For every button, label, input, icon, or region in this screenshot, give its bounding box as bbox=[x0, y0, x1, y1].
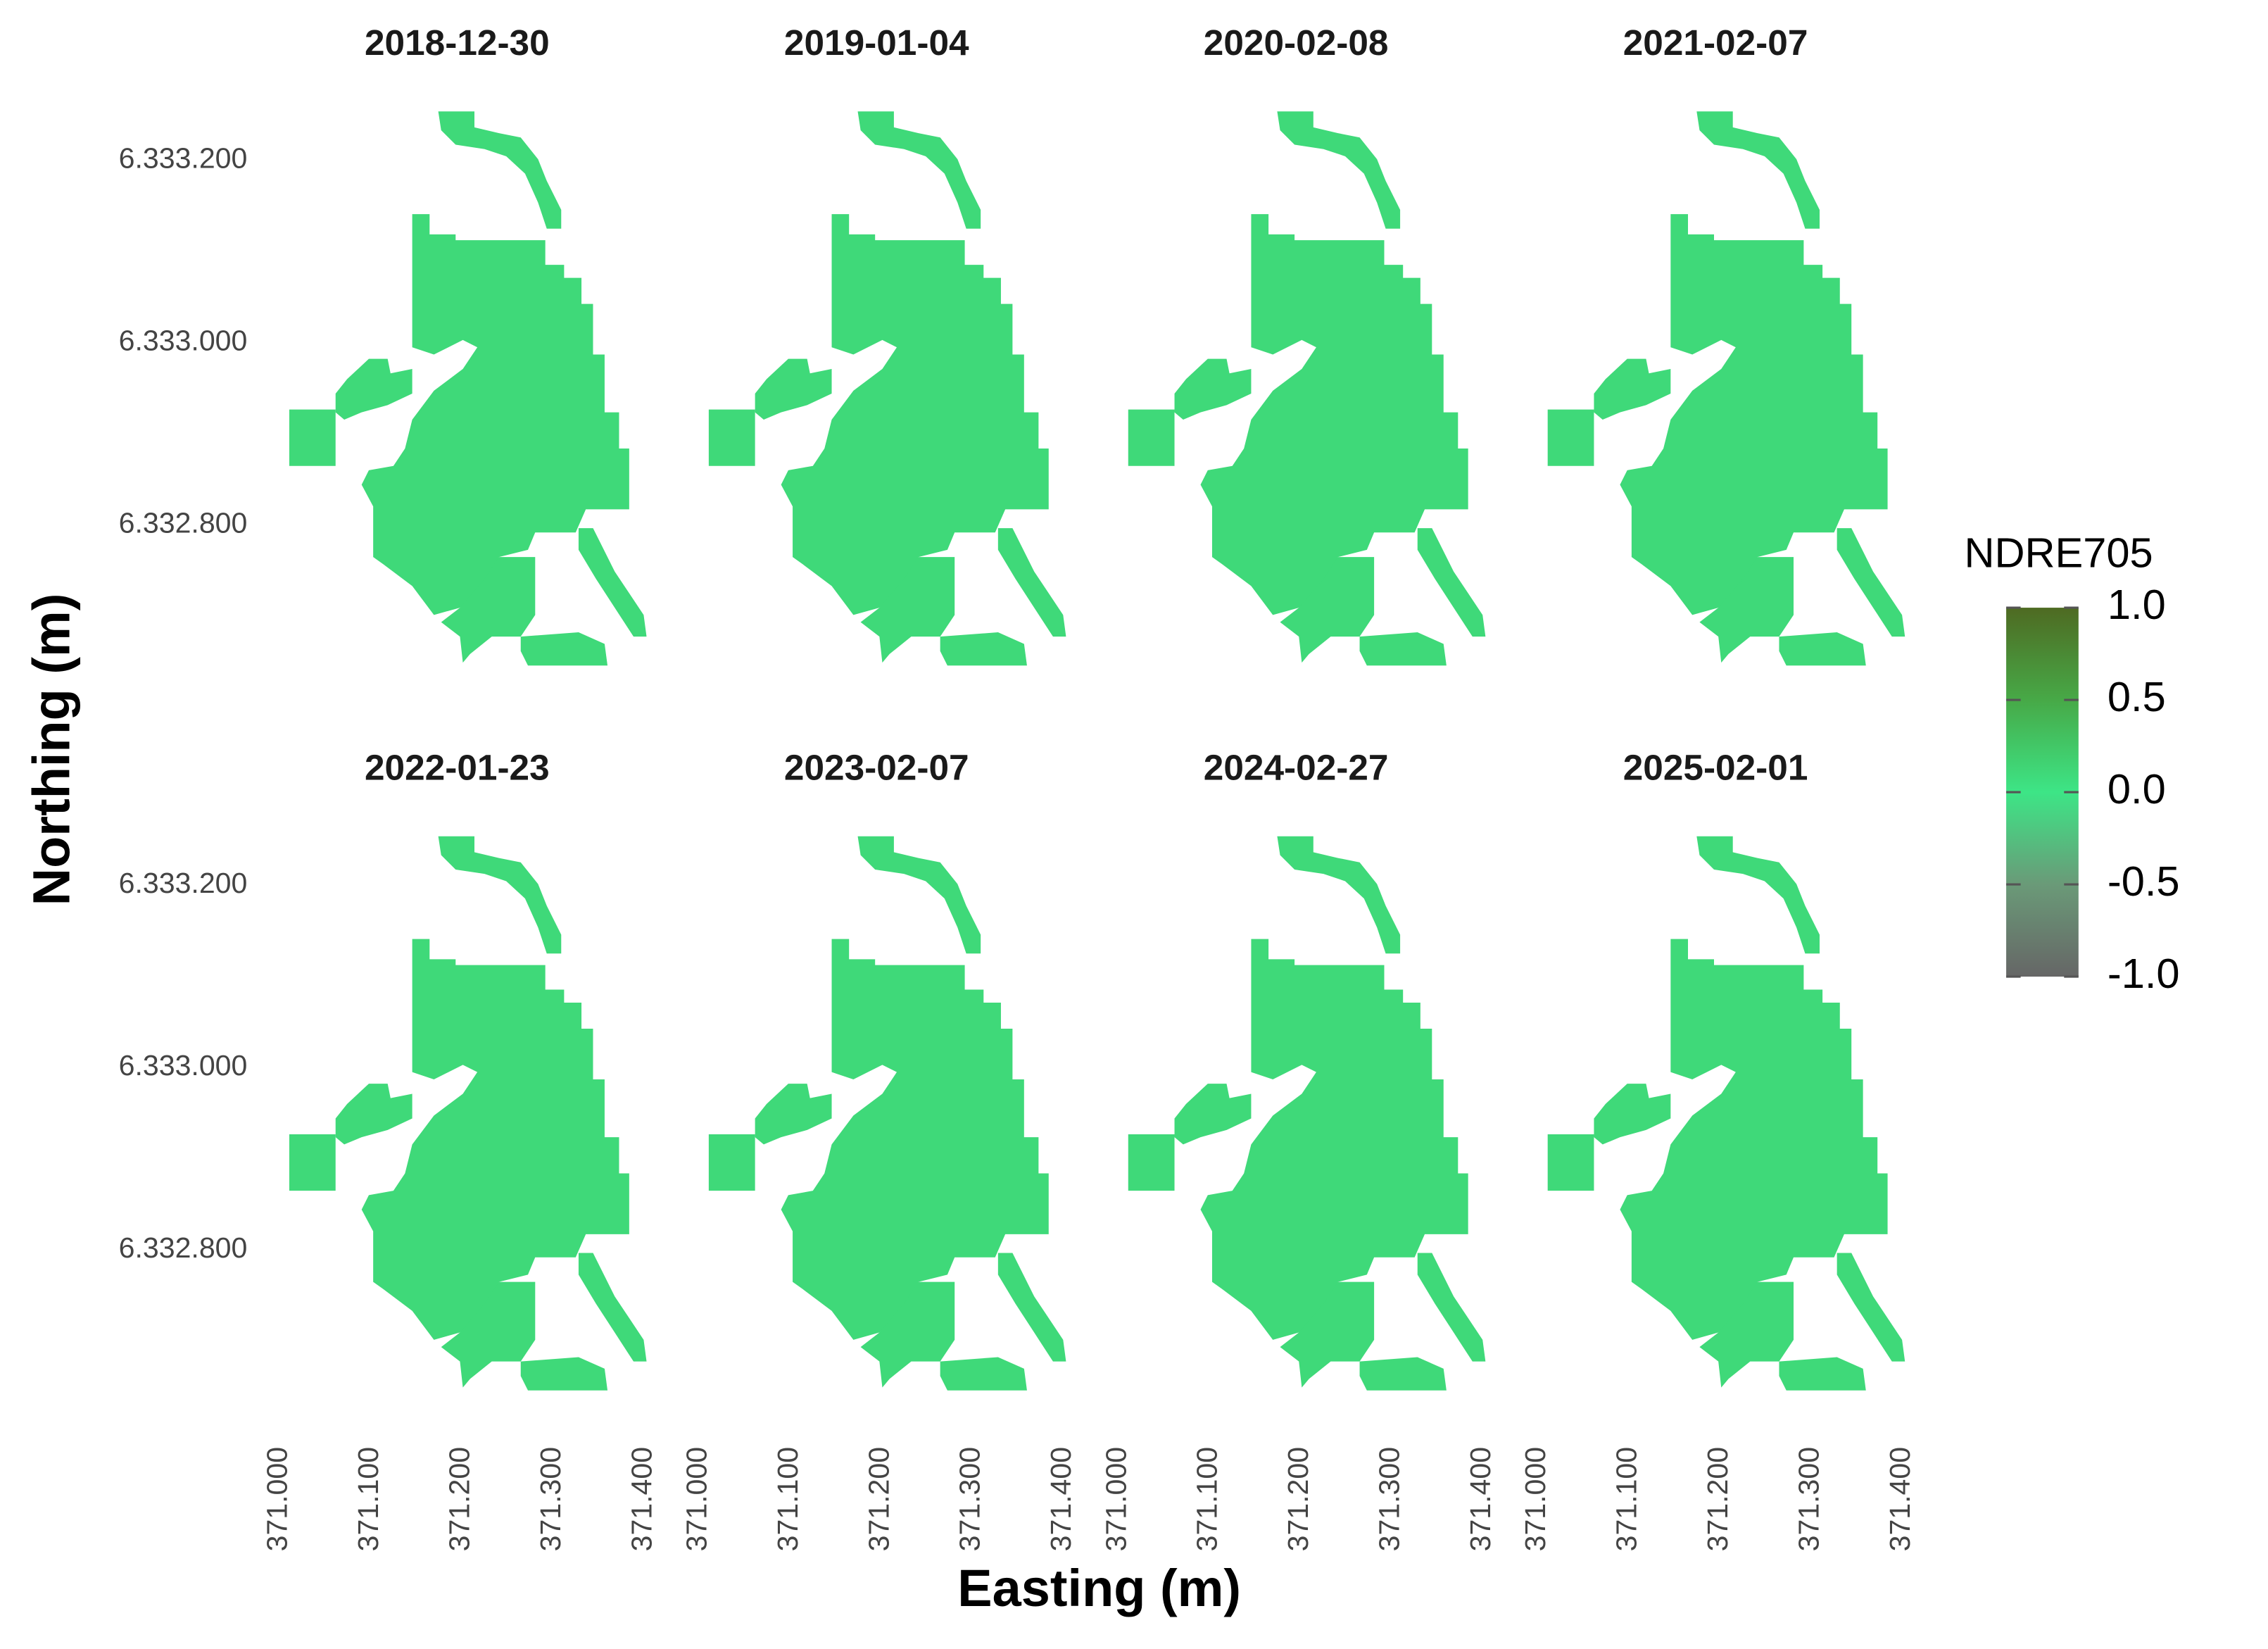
x-tick-label: 371.000 bbox=[680, 1447, 712, 1552]
x-tick-label: 371.300 bbox=[534, 1447, 567, 1552]
x-tick-label: 371.300 bbox=[1373, 1447, 1406, 1552]
raster bbox=[1547, 111, 1905, 666]
raster bbox=[1547, 836, 1905, 1391]
x-axis-title: Easting (m) bbox=[957, 1559, 1241, 1617]
facet-title: 2018-12-30 bbox=[365, 22, 550, 63]
x-tick-label: 371.200 bbox=[862, 1447, 895, 1552]
facet-title: 2019-01-04 bbox=[784, 22, 969, 63]
x-tick-label: 371.400 bbox=[1884, 1447, 1916, 1552]
raster bbox=[289, 836, 647, 1391]
y-tick-label: 6.333.000 bbox=[119, 1049, 248, 1081]
x-tick-label: 371.300 bbox=[954, 1447, 986, 1552]
x-tick-label: 371.200 bbox=[1282, 1447, 1314, 1552]
y-tick-label: 6.333.000 bbox=[119, 324, 248, 356]
legend-label: 0.5 bbox=[2108, 673, 2166, 720]
legend-label: 0.0 bbox=[2108, 765, 2166, 813]
x-tick-label: 371.100 bbox=[352, 1447, 384, 1552]
legend-label: -0.5 bbox=[2108, 858, 2180, 905]
facet-title: 2020-02-08 bbox=[1204, 22, 1389, 63]
facet-title: 2023-02-07 bbox=[784, 747, 969, 788]
facet-title: 2024-02-27 bbox=[1204, 747, 1389, 788]
x-tick-label: 371.000 bbox=[260, 1447, 293, 1552]
y-tick-label: 6.332.800 bbox=[119, 1231, 248, 1264]
raster bbox=[708, 111, 1066, 666]
y-tick-label: 6.332.800 bbox=[119, 506, 248, 539]
legend-title: NDRE705 bbox=[1964, 529, 2153, 577]
y-axis-title: Northing (m) bbox=[23, 594, 81, 906]
y-tick-label: 6.333.200 bbox=[119, 142, 248, 175]
facet-title: 2021-02-07 bbox=[1623, 22, 1808, 63]
x-tick-label: 371.100 bbox=[1191, 1447, 1223, 1552]
legend-label: 1.0 bbox=[2108, 581, 2166, 628]
raster bbox=[708, 836, 1066, 1391]
x-tick-label: 371.100 bbox=[771, 1447, 804, 1552]
x-tick-label: 371.000 bbox=[1519, 1447, 1551, 1552]
x-tick-label: 371.400 bbox=[1045, 1447, 1077, 1552]
y-tick-label: 6.333.200 bbox=[119, 867, 248, 899]
x-tick-label: 371.100 bbox=[1611, 1447, 1643, 1552]
legend-label: -1.0 bbox=[2108, 950, 2180, 997]
raster bbox=[1128, 836, 1486, 1391]
x-tick-label: 371.400 bbox=[1464, 1447, 1497, 1552]
x-tick-label: 371.200 bbox=[443, 1447, 475, 1552]
x-tick-label: 371.300 bbox=[1793, 1447, 1825, 1552]
facet-title: 2025-02-01 bbox=[1623, 747, 1808, 788]
raster bbox=[289, 111, 647, 666]
x-tick-label: 371.200 bbox=[1701, 1447, 1734, 1552]
x-tick-label: 371.400 bbox=[625, 1447, 657, 1552]
facet-title: 2022-01-23 bbox=[365, 747, 550, 788]
raster bbox=[1128, 111, 1486, 666]
x-tick-label: 371.000 bbox=[1100, 1447, 1132, 1552]
